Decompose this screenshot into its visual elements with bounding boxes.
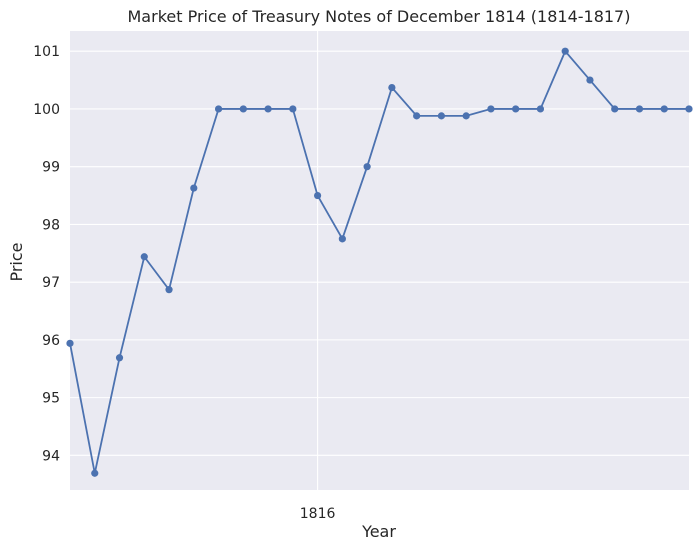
data-point — [561, 47, 569, 55]
data-point — [91, 469, 99, 477]
plot-area — [70, 31, 689, 490]
data-point — [165, 286, 173, 294]
data-point — [536, 105, 545, 113]
data-point — [363, 163, 371, 171]
data-point — [115, 354, 124, 362]
data-point — [264, 105, 272, 113]
y-tick-label: 100 — [33, 102, 60, 118]
data-point — [487, 105, 495, 113]
y-tick-label: 94 — [42, 448, 60, 464]
data-point — [239, 105, 247, 113]
data-point — [190, 184, 198, 192]
chart-title: Market Price of Treasury Notes of Decemb… — [128, 7, 631, 26]
data-point — [140, 253, 148, 261]
data-point — [66, 339, 74, 347]
y-axis-label: Price — [7, 242, 26, 281]
data-point — [437, 112, 445, 120]
x-axis-label: Year — [361, 522, 396, 541]
data-point — [314, 191, 322, 200]
data-point — [289, 105, 297, 113]
y-tick-label: 98 — [42, 217, 60, 233]
series-layer — [66, 47, 693, 477]
y-tick-label: 99 — [42, 160, 60, 176]
data-point — [611, 105, 619, 113]
y-tick-label: 101 — [33, 44, 60, 60]
grid-lines — [70, 31, 689, 490]
data-point — [660, 105, 668, 113]
data-point — [586, 76, 594, 84]
data-point — [413, 112, 421, 120]
data-point — [388, 83, 396, 92]
y-tick-label: 96 — [42, 333, 60, 349]
y-tick-label: 95 — [42, 391, 60, 407]
x-tick-label: 1816 — [300, 506, 336, 522]
data-point — [462, 112, 470, 120]
data-point — [214, 105, 223, 113]
data-point — [338, 235, 346, 243]
tick-labels: 94 95 96 97 98 99 100 101 1816 — [33, 44, 335, 522]
y-tick-label: 97 — [42, 275, 60, 291]
data-point — [635, 105, 644, 113]
series-line — [69, 49, 689, 474]
data-point — [512, 105, 520, 113]
data-point — [685, 105, 693, 113]
